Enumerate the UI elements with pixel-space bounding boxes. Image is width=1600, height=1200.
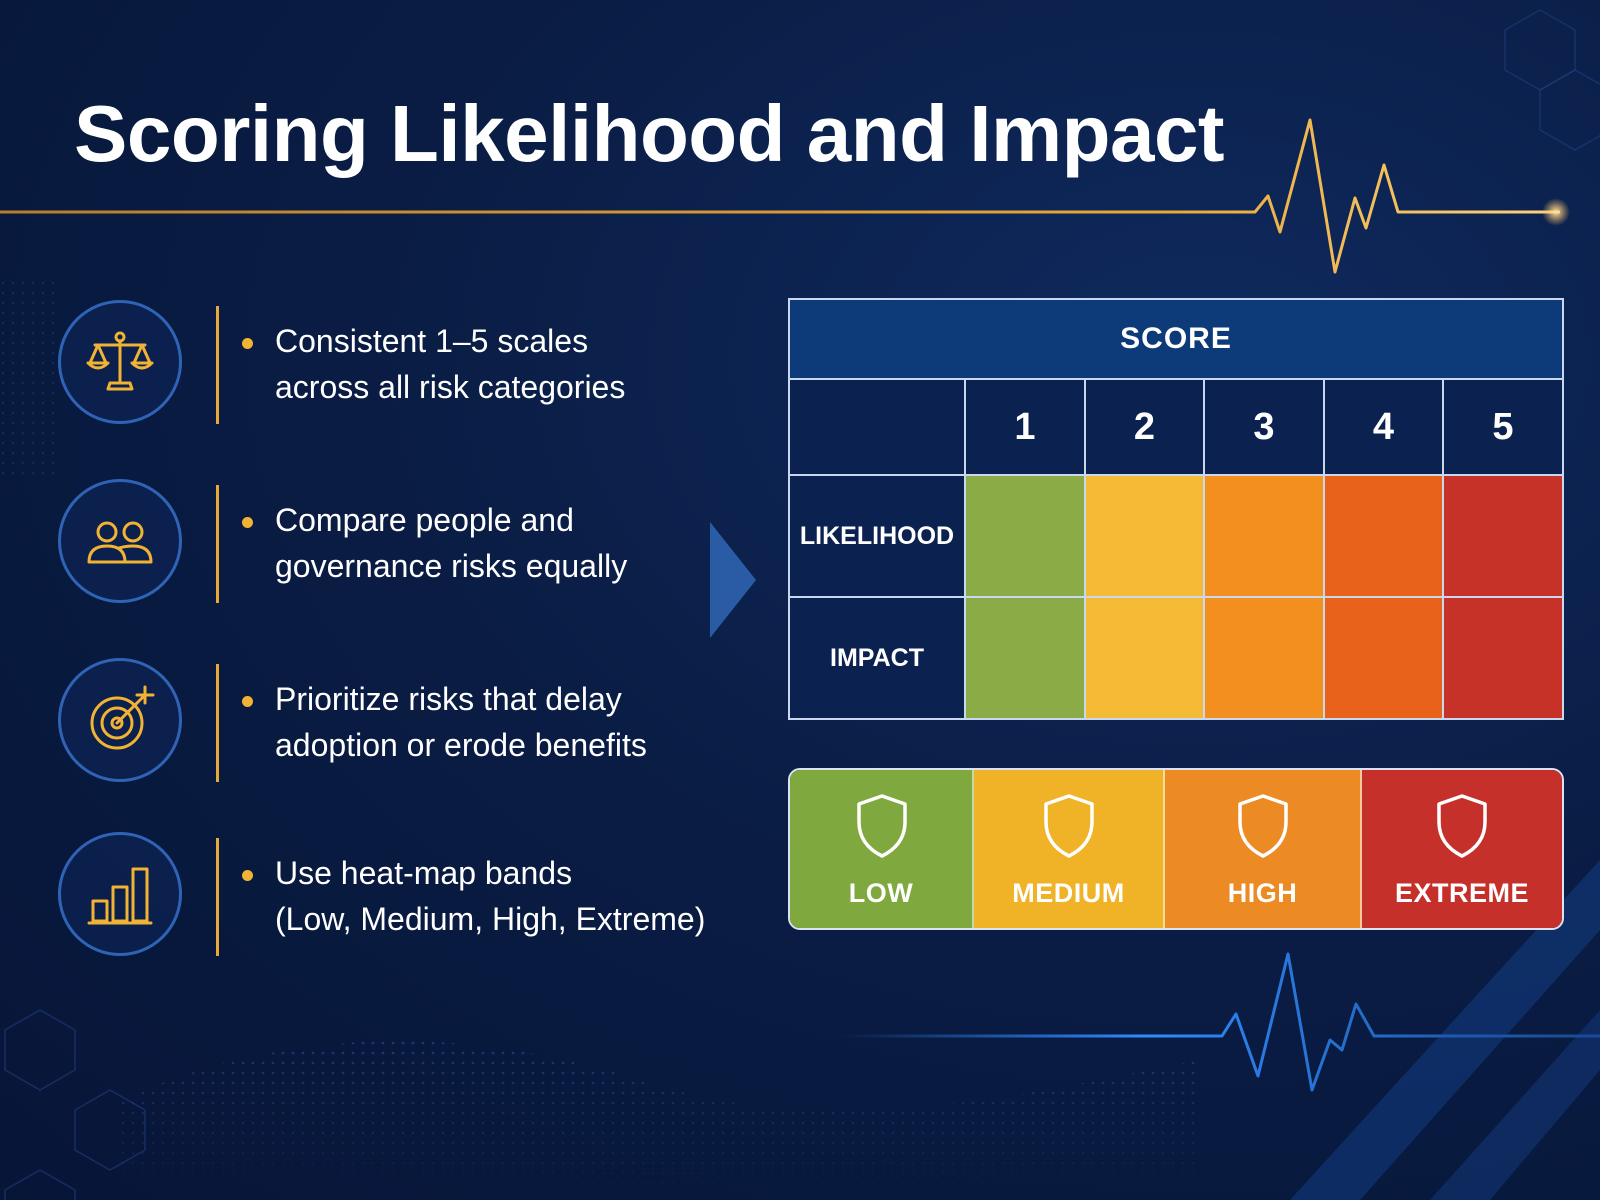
arrow-right-icon [710,522,756,638]
score-header: SCORE [790,300,1562,380]
divider-line [216,838,219,956]
icon-circle [58,300,182,424]
band-label: HIGH [1227,878,1298,908]
bullet-line: governance risks equally [275,548,628,584]
heat-cell [1444,476,1562,598]
bullet-dot [242,870,253,881]
band-extreme: EXTREME [1362,770,1562,928]
row-label-impact: IMPACT [790,598,966,718]
gold-heartbeat-line [0,118,1560,274]
heat-cell [1086,598,1205,718]
score-number: 5 [1444,380,1562,476]
divider-line [216,485,219,603]
heat-cell [1086,476,1205,598]
blue-heartbeat-line [840,952,1600,1092]
bullet-text: Compare people and governance risks equa… [275,497,745,589]
shield-icon [1238,794,1288,858]
bullet-text: Consistent 1–5 scales across all risk ca… [275,318,745,410]
bullet-line: Consistent 1–5 scales [275,323,589,359]
divider-line [216,306,219,424]
bullet-item: Compare people and governance risks equa… [58,479,738,609]
bullet-line: adoption or erode benefits [275,727,647,763]
band-label: LOW [848,878,914,908]
shield-icon [1044,794,1094,858]
people-icon [87,521,153,564]
band-label: MEDIUM [1012,878,1125,908]
icon-circle [58,479,182,603]
bullet-dot [242,517,253,528]
balance-scale-icon [86,331,154,391]
band-medium: MEDIUM [974,770,1165,928]
icon-circle [58,832,182,956]
bullet-line: Prioritize risks that delay [275,681,622,717]
bullet-text: Use heat-map bands (Low, Medium, High, E… [275,850,745,942]
score-table: SCORE 1 2 3 4 5 LIKELIHOOD IMPACT [788,298,1564,720]
risk-band-legend: LOW MEDIUM HIGH EXTREME [788,768,1564,930]
icon-circle [58,658,182,782]
shield-icon [857,794,907,858]
row-label-likelihood: LIKELIHOOD [790,476,966,598]
bullet-dot [242,696,253,707]
corner-cell [790,380,966,476]
heat-cell [1205,476,1325,598]
bullet-item: Consistent 1–5 scales across all risk ca… [58,300,738,430]
bullet-item: Prioritize risks that delay adoption or … [58,658,738,788]
band-high: HIGH [1165,770,1362,928]
heat-cell [966,598,1086,718]
bullet-item: Use heat-map bands (Low, Medium, High, E… [58,832,738,962]
heat-cell [1325,598,1444,718]
bullet-dot [242,338,253,349]
bar-chart-icon [87,867,153,925]
heat-cell [1444,598,1562,718]
target-icon [90,685,155,750]
band-label: EXTREME [1394,878,1530,908]
band-low: LOW [790,770,974,928]
bullet-line: across all risk categories [275,369,626,405]
heat-cell [1325,476,1444,598]
page-title: Scoring Likelihood and Impact [74,89,1225,178]
shield-icon [1437,794,1487,858]
bullet-line: Compare people and [275,502,574,538]
divider-line [216,664,219,782]
bullet-text: Prioritize risks that delay adoption or … [275,676,745,768]
heat-cell [966,476,1086,598]
score-number: 1 [966,380,1086,476]
score-number: 2 [1086,380,1205,476]
score-number: 4 [1325,380,1444,476]
score-number: 3 [1205,380,1325,476]
bullet-line: (Low, Medium, High, Extreme) [275,901,706,937]
heat-cell [1205,598,1325,718]
bullet-line: Use heat-map bands [275,855,573,891]
